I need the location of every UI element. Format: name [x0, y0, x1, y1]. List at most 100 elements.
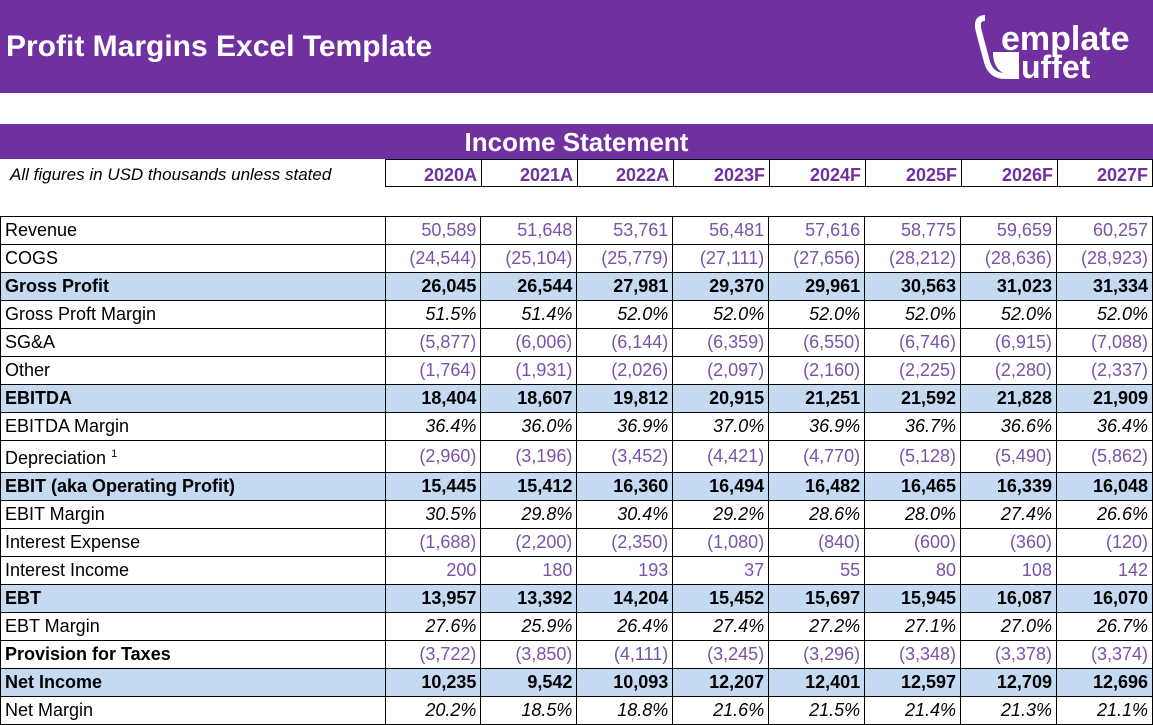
- value-cell[interactable]: 26.7%: [1055, 612, 1153, 641]
- value-cell[interactable]: 20,915: [672, 384, 770, 413]
- value-cell[interactable]: 36.4%: [1055, 412, 1153, 441]
- value-cell[interactable]: (3,850): [480, 640, 578, 669]
- value-cell[interactable]: (6,746): [864, 328, 962, 357]
- row-label[interactable]: COGS: [0, 244, 386, 273]
- value-cell[interactable]: 36.7%: [864, 412, 962, 441]
- row-label[interactable]: Gross Profit: [0, 272, 386, 301]
- value-cell[interactable]: (120): [1055, 528, 1153, 557]
- value-cell[interactable]: (3,296): [768, 640, 866, 669]
- value-cell[interactable]: 14,204: [576, 584, 674, 613]
- value-cell[interactable]: 52.0%: [576, 300, 674, 329]
- value-cell[interactable]: (5,877): [384, 328, 482, 357]
- value-cell[interactable]: 36.9%: [576, 412, 674, 441]
- value-cell[interactable]: 27.1%: [864, 612, 962, 641]
- value-cell[interactable]: (27,656): [768, 244, 866, 273]
- value-cell[interactable]: 108: [960, 556, 1057, 585]
- value-cell[interactable]: (1,688): [384, 528, 482, 557]
- year-header[interactable]: 2020A: [385, 159, 481, 187]
- value-cell[interactable]: 25.9%: [480, 612, 578, 641]
- value-cell[interactable]: 52.0%: [864, 300, 962, 329]
- value-cell[interactable]: (5,862): [1055, 440, 1153, 473]
- value-cell[interactable]: 51.4%: [480, 300, 578, 329]
- value-cell[interactable]: (6,550): [768, 328, 866, 357]
- value-cell[interactable]: 180: [480, 556, 578, 585]
- row-label[interactable]: Gross Proft Margin: [0, 300, 386, 329]
- value-cell[interactable]: 52.0%: [768, 300, 866, 329]
- value-cell[interactable]: 36.9%: [768, 412, 866, 441]
- row-label[interactable]: SG&A: [0, 328, 386, 357]
- value-cell[interactable]: (2,160): [768, 356, 866, 385]
- value-cell[interactable]: 15,945: [864, 584, 962, 613]
- value-cell[interactable]: 80: [864, 556, 962, 585]
- value-cell[interactable]: (3,245): [672, 640, 770, 669]
- value-cell[interactable]: 200: [384, 556, 482, 585]
- value-cell[interactable]: (1,080): [672, 528, 770, 557]
- value-cell[interactable]: 18.5%: [480, 696, 578, 725]
- value-cell[interactable]: 18,607: [480, 384, 578, 413]
- value-cell[interactable]: 31,334: [1055, 272, 1153, 301]
- value-cell[interactable]: 26,045: [384, 272, 482, 301]
- value-cell[interactable]: (4,111): [576, 640, 674, 669]
- value-cell[interactable]: 12,709: [960, 668, 1057, 697]
- value-cell[interactable]: 55: [768, 556, 866, 585]
- value-cell[interactable]: 21.6%: [672, 696, 770, 725]
- value-cell[interactable]: 21.4%: [864, 696, 962, 725]
- value-cell[interactable]: 21.1%: [1055, 696, 1153, 725]
- value-cell[interactable]: 13,957: [384, 584, 482, 613]
- value-cell[interactable]: 9,542: [480, 668, 578, 697]
- value-cell[interactable]: (3,196): [480, 440, 578, 473]
- value-cell[interactable]: (6,144): [576, 328, 674, 357]
- value-cell[interactable]: (2,350): [576, 528, 674, 557]
- value-cell[interactable]: 193: [576, 556, 674, 585]
- value-cell[interactable]: 19,812: [576, 384, 674, 413]
- value-cell[interactable]: 56,481: [672, 216, 770, 245]
- value-cell[interactable]: (600): [864, 528, 962, 557]
- value-cell[interactable]: (27,111): [672, 244, 770, 273]
- value-cell[interactable]: (28,636): [960, 244, 1057, 273]
- value-cell[interactable]: (25,779): [576, 244, 674, 273]
- row-label[interactable]: EBT: [0, 584, 386, 613]
- value-cell[interactable]: 36.0%: [480, 412, 578, 441]
- value-cell[interactable]: 37: [672, 556, 770, 585]
- value-cell[interactable]: 10,235: [384, 668, 482, 697]
- value-cell[interactable]: 10,093: [576, 668, 674, 697]
- value-cell[interactable]: (840): [768, 528, 866, 557]
- value-cell[interactable]: 20.2%: [384, 696, 482, 725]
- value-cell[interactable]: (6,915): [960, 328, 1057, 357]
- value-cell[interactable]: (7,088): [1055, 328, 1153, 357]
- value-cell[interactable]: 29,370: [672, 272, 770, 301]
- value-cell[interactable]: (360): [960, 528, 1057, 557]
- value-cell[interactable]: 30.4%: [576, 500, 674, 529]
- value-cell[interactable]: 15,452: [672, 584, 770, 613]
- value-cell[interactable]: 21,828: [960, 384, 1057, 413]
- year-header[interactable]: 2022A: [577, 159, 673, 187]
- value-cell[interactable]: 29.2%: [672, 500, 770, 529]
- value-cell[interactable]: 16,482: [768, 472, 866, 501]
- value-cell[interactable]: 15,697: [768, 584, 866, 613]
- value-cell[interactable]: 29,961: [768, 272, 866, 301]
- value-cell[interactable]: 29.8%: [480, 500, 578, 529]
- value-cell[interactable]: (6,359): [672, 328, 770, 357]
- value-cell[interactable]: 16,070: [1055, 584, 1153, 613]
- row-label[interactable]: EBIT Margin: [0, 500, 386, 529]
- value-cell[interactable]: 59,659: [960, 216, 1057, 245]
- value-cell[interactable]: 21.3%: [960, 696, 1057, 725]
- year-header[interactable]: 2024F: [769, 159, 865, 187]
- year-header[interactable]: 2021A: [481, 159, 577, 187]
- value-cell[interactable]: (3,452): [576, 440, 674, 473]
- value-cell[interactable]: 27,981: [576, 272, 674, 301]
- row-label[interactable]: EBT Margin: [0, 612, 386, 641]
- value-cell[interactable]: 15,412: [480, 472, 578, 501]
- value-cell[interactable]: 52.0%: [1055, 300, 1153, 329]
- value-cell[interactable]: (28,212): [864, 244, 962, 273]
- row-label[interactable]: Revenue: [0, 216, 386, 245]
- row-label[interactable]: Other: [0, 356, 386, 385]
- value-cell[interactable]: (2,280): [960, 356, 1057, 385]
- value-cell[interactable]: 16,048: [1055, 472, 1153, 501]
- value-cell[interactable]: (25,104): [480, 244, 578, 273]
- value-cell[interactable]: 58,775: [864, 216, 962, 245]
- value-cell[interactable]: (1,764): [384, 356, 482, 385]
- value-cell[interactable]: (4,421): [672, 440, 770, 473]
- value-cell[interactable]: 52.0%: [960, 300, 1057, 329]
- value-cell[interactable]: 27.4%: [960, 500, 1057, 529]
